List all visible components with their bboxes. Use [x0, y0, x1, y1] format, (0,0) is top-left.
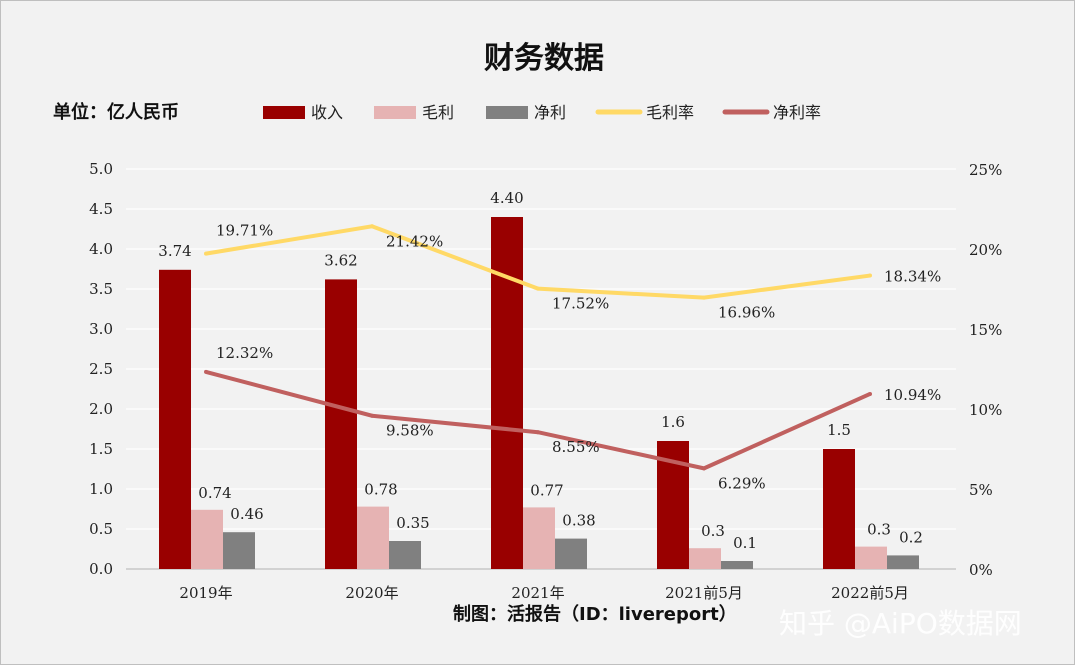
data-label: 4.40: [490, 189, 523, 207]
y-right-tick-label: 10%: [969, 401, 1002, 419]
bar-毛利: [191, 509, 223, 569]
y-right-tick-label: 5%: [969, 481, 993, 499]
data-label: 0.35: [396, 514, 429, 532]
watermark: 知乎 @AiPO数据网: [779, 607, 1022, 640]
point-净利率: [868, 391, 872, 396]
data-label: 1.6: [661, 413, 685, 431]
y-left-tick-label: 1.0: [89, 480, 113, 498]
data-label: 12.32%: [216, 344, 273, 362]
point-毛利率: [868, 273, 872, 278]
y-left-tick-label: 3.5: [89, 280, 113, 298]
y-right-tick-label: 20%: [969, 241, 1002, 259]
data-label: 0.77: [530, 481, 563, 499]
y-left-tick-label: 4.0: [89, 240, 113, 258]
bar-净利: [555, 538, 587, 569]
y-left-tick-label: 0.5: [89, 520, 113, 538]
legend-label: 毛利: [422, 103, 454, 122]
data-label: 0.3: [701, 522, 725, 540]
y-right-tick-label: 0%: [969, 561, 993, 579]
legend-label: 净利: [534, 103, 566, 122]
x-tick-label: 2021前5月: [665, 584, 743, 602]
data-label: 1.5: [827, 421, 851, 439]
x-tick-label: 2020年: [345, 584, 398, 602]
chart-title: 财务数据: [484, 41, 604, 76]
legend-swatch: [374, 106, 416, 119]
data-label: 0.46: [230, 505, 263, 523]
y-right-tick-label: 15%: [969, 321, 1002, 339]
x-tick-label: 2021年: [511, 584, 564, 602]
unit-label: 单位：亿人民币: [53, 101, 179, 123]
point-净利率: [702, 466, 706, 471]
bar-收入: [159, 269, 191, 569]
point-净利率: [204, 369, 208, 374]
legend-label: 收入: [311, 103, 343, 122]
bar-收入: [823, 449, 855, 569]
point-净利率: [536, 430, 540, 435]
data-label: 21.42%: [386, 232, 443, 250]
y-left-tick-label: 0.0: [89, 560, 113, 578]
bar-净利: [223, 532, 255, 569]
data-label: 0.2: [899, 528, 923, 546]
bar-净利: [389, 541, 421, 569]
y-right-tick-label: 25%: [969, 161, 1002, 179]
data-label: 3.62: [324, 251, 357, 269]
y-left-tick-label: 1.5: [89, 440, 113, 458]
bar-毛利: [523, 507, 555, 569]
y-left-tick-label: 3.0: [89, 320, 113, 338]
data-label: 10.94%: [884, 386, 941, 404]
legend-label: 毛利率: [646, 103, 694, 122]
data-label: 16.96%: [718, 304, 775, 322]
data-label: 8.55%: [552, 438, 600, 456]
point-毛利率: [204, 251, 208, 256]
data-label: 6.29%: [718, 474, 766, 492]
y-left-tick-label: 5.0: [89, 160, 113, 178]
x-tick-label: 2022前5月: [831, 584, 909, 602]
legend-label: 净利率: [773, 103, 821, 122]
y-left-tick-label: 2.0: [89, 400, 113, 418]
y-left-tick-label: 4.5: [89, 200, 113, 218]
x-tick-label: 2019年: [179, 584, 232, 602]
data-label: 0.38: [562, 512, 595, 530]
bar-毛利: [855, 546, 887, 569]
point-毛利率: [370, 224, 374, 229]
data-label: 19.71%: [216, 222, 273, 240]
data-label: 3.74: [158, 242, 191, 260]
bar-毛利: [357, 506, 389, 569]
legend-swatch: [263, 106, 305, 119]
bar-收入: [325, 279, 357, 569]
data-label: 9.58%: [386, 422, 434, 440]
data-label: 0.78: [364, 481, 397, 499]
y-left-tick-label: 2.5: [89, 360, 113, 378]
bar-净利: [887, 555, 919, 569]
data-label: 17.52%: [552, 295, 609, 313]
bar-毛利: [689, 548, 721, 569]
data-label: 0.74: [198, 484, 231, 502]
line-净利率: [205, 369, 871, 471]
data-label: 0.1: [733, 534, 757, 552]
point-毛利率: [702, 295, 706, 300]
data-label: 0.3: [867, 521, 891, 539]
data-label: 18.34%: [884, 268, 941, 286]
point-净利率: [370, 413, 374, 418]
bar-收入: [491, 217, 523, 569]
point-毛利率: [536, 286, 540, 291]
legend-swatch: [486, 106, 528, 119]
source-label: 制图：活报告（ID：livereport）: [453, 603, 737, 625]
bar-净利: [721, 561, 753, 569]
